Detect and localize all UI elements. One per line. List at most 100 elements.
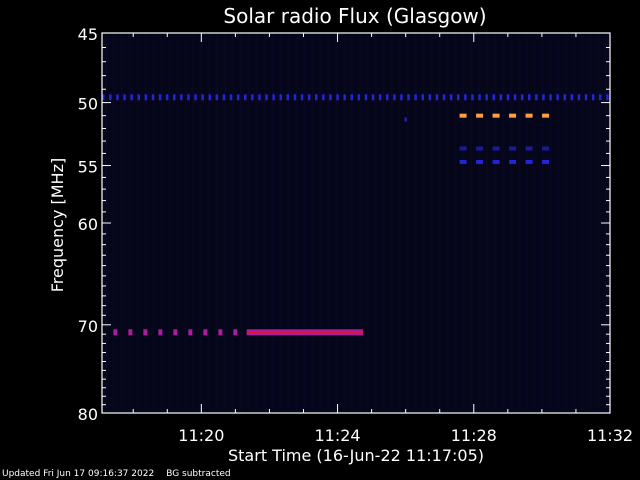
- band-segment: [407, 94, 410, 101]
- band-segment: [577, 94, 581, 101]
- band-segment: [194, 94, 197, 101]
- y-tick-label: 55: [78, 158, 98, 177]
- band-segment: [265, 94, 268, 101]
- bg-subtracted-note: BG subtracted: [166, 469, 231, 479]
- emission-bands: [102, 94, 609, 336]
- band-segment: [144, 94, 148, 101]
- band-segment: [300, 94, 304, 101]
- y-tick-label: 45: [78, 25, 98, 44]
- band-segment: [307, 94, 311, 101]
- band-segment: [421, 94, 424, 101]
- footer: Updated Fri Jun 17 09:16:37 2022 BG subtr…: [2, 469, 243, 479]
- band-segment: [158, 94, 162, 101]
- band-segment: [459, 159, 467, 164]
- band-segment: [459, 113, 467, 118]
- band-segment: [137, 94, 140, 101]
- band-segment: [378, 94, 382, 101]
- band-segment: [513, 94, 517, 101]
- band-segment: [525, 159, 533, 164]
- band-segment: [509, 113, 517, 118]
- axes: 45 50 55 60 70 80 11:20 11:24 11:28 11:32: [78, 25, 633, 445]
- band-segment: [329, 94, 332, 101]
- band-segment: [556, 94, 559, 101]
- band-segment: [584, 94, 588, 101]
- band-segment: [492, 159, 500, 164]
- band-segment: [222, 94, 226, 101]
- band-segment: [128, 329, 133, 336]
- y-tick-label: 60: [78, 215, 98, 234]
- x-axis-label: Start Time (16-Jun-22 11:17:05): [228, 446, 484, 465]
- x-tick-label: 11:20: [178, 426, 224, 445]
- band-segment: [236, 94, 240, 101]
- band-segment: [201, 94, 204, 101]
- band-segment: [258, 94, 261, 101]
- plot-background: [102, 33, 610, 413]
- band-segment: [293, 94, 297, 101]
- band-segment: [542, 94, 545, 101]
- band-segment: [509, 146, 517, 151]
- band-segment: [357, 94, 361, 101]
- band-segment: [272, 94, 275, 101]
- band-segment: [509, 159, 517, 164]
- noise-pixel: [404, 117, 407, 122]
- band-segment: [371, 94, 375, 101]
- band-segment: [251, 94, 254, 101]
- band-segment: [151, 94, 155, 101]
- band-segment: [188, 329, 193, 336]
- band-segment: [336, 94, 339, 101]
- band-segment: [499, 94, 503, 101]
- band-segment: [215, 94, 219, 101]
- emission-band: [459, 159, 550, 164]
- band-segment: [158, 329, 163, 336]
- band-segment: [322, 94, 325, 101]
- x-tick-label: 11:32: [587, 426, 633, 445]
- band-segment: [428, 94, 432, 101]
- band-segment: [165, 94, 169, 101]
- band-segment: [286, 94, 290, 101]
- band-segment: [492, 94, 495, 101]
- band-segment: [109, 94, 112, 101]
- band-segment: [315, 94, 318, 101]
- band-segment: [386, 94, 389, 101]
- band-segment: [116, 94, 119, 101]
- band-segment: [535, 94, 538, 101]
- band-segment: [563, 94, 566, 101]
- band-segment: [476, 113, 484, 118]
- band-segment: [123, 94, 126, 101]
- band-segment: [478, 94, 481, 101]
- band-segment: [350, 94, 353, 101]
- band-segment: [113, 329, 118, 336]
- y-axis-label: Frequency [MHz]: [48, 158, 67, 292]
- band-segment: [542, 159, 550, 164]
- band-segment: [492, 146, 500, 151]
- plot-area: [102, 33, 610, 413]
- band-segment: [570, 94, 574, 101]
- band-segment: [364, 94, 368, 101]
- band-segment: [528, 94, 531, 101]
- emission-band: [459, 113, 550, 118]
- band-segment: [457, 94, 460, 101]
- x-tick-label: 11:24: [314, 426, 360, 445]
- y-tick-label: 50: [78, 95, 98, 114]
- band-segment: [435, 94, 439, 101]
- band-segment: [449, 94, 453, 101]
- band-segment: [525, 146, 533, 151]
- band-segment: [476, 159, 484, 164]
- band-segment: [400, 94, 403, 101]
- emission-band: [102, 94, 609, 101]
- band-segment: [187, 94, 190, 101]
- emission-band: [246, 329, 364, 336]
- emission-band: [113, 329, 238, 336]
- band-segment: [485, 94, 488, 101]
- band-segment: [414, 94, 417, 101]
- band-segment: [180, 94, 183, 101]
- y-tick-label: 80: [78, 405, 98, 424]
- band-segment: [244, 94, 247, 101]
- band-core: [246, 331, 364, 334]
- x-tick-label: 11:28: [451, 426, 497, 445]
- band-segment: [130, 94, 133, 101]
- band-segment: [476, 146, 484, 151]
- emission-band: [459, 146, 550, 151]
- band-segment: [208, 94, 211, 101]
